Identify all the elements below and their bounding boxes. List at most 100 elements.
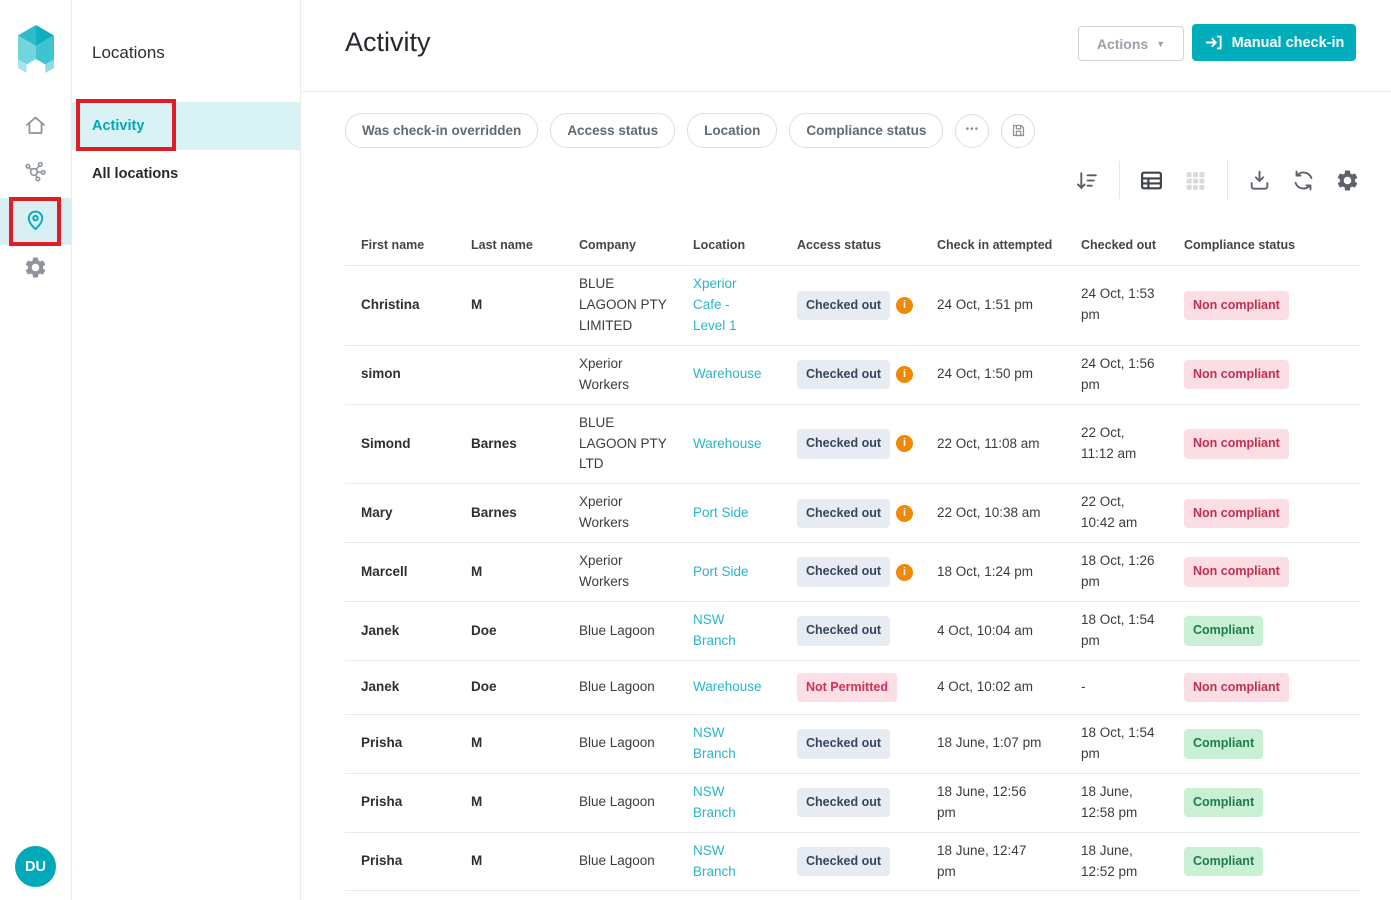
table-row[interactable]: Marcell M Xperior Workers Port Side Chec… — [345, 543, 1360, 603]
user-avatar[interactable]: DU — [15, 846, 56, 887]
location-link[interactable]: Warehouse — [693, 366, 762, 382]
cell-checked-out: 24 Oct, 1:53 pm — [1081, 286, 1155, 323]
cell-last-name: Barnes — [471, 504, 517, 520]
table-row[interactable]: Janek Doe Blue Lagoon Warehouse Not Perm… — [345, 661, 1360, 715]
cell-access-status: Checked out i — [797, 429, 937, 459]
cell-first-name: Prisha — [361, 853, 403, 869]
sidebar-item-label: All locations — [92, 166, 179, 182]
access-status-badge: Checked out — [797, 787, 891, 818]
cell-check-in-attempted: 18 June, 1:07 pm — [937, 735, 1042, 751]
info-icon[interactable]: i — [896, 563, 914, 581]
rail-item-locations[interactable] — [0, 198, 71, 245]
cell-company: Xperior Workers — [579, 494, 630, 531]
filter-chip-compliance-status[interactable]: Compliance status — [789, 113, 944, 148]
column-header[interactable]: Company — [579, 238, 636, 252]
cell-location: Port Side — [693, 503, 797, 524]
cell-company: Blue Lagoon — [579, 678, 655, 694]
refresh-icon[interactable] — [1291, 168, 1316, 193]
cell-compliance-status: Non compliant — [1184, 429, 1360, 459]
info-icon[interactable]: i — [896, 296, 914, 314]
divider — [1227, 161, 1228, 199]
cell-access-status: Checked out — [797, 846, 937, 877]
table-toolbar — [1073, 160, 1360, 200]
table-view-icon[interactable] — [1139, 168, 1164, 193]
cell-location: NSW Branch — [693, 841, 797, 883]
location-link[interactable]: NSW Branch — [693, 612, 736, 648]
location-link[interactable]: NSW Branch — [693, 724, 736, 761]
sidebar-item-activity[interactable]: Activity — [71, 102, 300, 150]
compliance-status-badge: Compliant — [1184, 846, 1264, 877]
cell-last-name: M — [471, 794, 483, 810]
download-icon[interactable] — [1247, 168, 1272, 193]
location-link[interactable]: Warehouse — [693, 435, 762, 451]
manual-check-in-button[interactable]: Manual check-in — [1192, 24, 1356, 61]
settings-icon[interactable] — [1335, 168, 1360, 193]
location-link[interactable]: NSW Branch — [693, 842, 736, 879]
filter-chip-access-status[interactable]: Access status — [550, 113, 676, 148]
column-header[interactable]: Checked out — [1081, 238, 1157, 252]
cell-access-status: Checked out — [797, 729, 937, 759]
rail-item-settings[interactable] — [0, 246, 71, 293]
access-status-badge: Checked out — [797, 729, 891, 759]
brand-logo[interactable] — [17, 24, 55, 74]
activity-table: First name Last name Company Location Access… — [345, 225, 1360, 892]
location-link[interactable]: Port Side — [693, 504, 749, 520]
compliance-status-badge: Non compliant — [1184, 290, 1289, 321]
cell-last-name: Doe — [471, 622, 497, 638]
info-icon[interactable]: i — [896, 504, 914, 522]
grid-view-icon[interactable] — [1183, 168, 1208, 193]
cell-checked-out: 22 Oct, 10:42 am — [1081, 494, 1138, 531]
sidebar-item-all-locations[interactable]: All locations — [71, 150, 300, 198]
table-row[interactable]: Prisha M Blue Lagoon NSW Branch Checked … — [345, 774, 1360, 833]
table-row[interactable]: Mary Barnes Xperior Workers Port Side Ch… — [345, 484, 1360, 544]
divider — [1119, 161, 1120, 199]
access-status-badge: Checked out — [797, 557, 891, 587]
sort-descending-icon[interactable] — [1073, 167, 1100, 194]
table-row[interactable]: Simond Barnes BLUE LAGOON PTY LTD Wareho… — [345, 405, 1360, 485]
rail-item-home[interactable] — [0, 104, 71, 151]
actions-button[interactable]: Actions ▼ — [1078, 26, 1184, 61]
table-row[interactable]: Prisha M Blue Lagoon NSW Branch Checked … — [345, 833, 1360, 892]
rail-item-integrations[interactable] — [0, 150, 71, 197]
cell-location: Warehouse — [693, 677, 797, 698]
info-icon[interactable]: i — [896, 435, 914, 453]
filter-chip-location[interactable]: Location — [687, 113, 778, 148]
filter-bar: Was check-in overridden Access status Lo… — [345, 113, 1036, 148]
filter-chip-overridden[interactable]: Was check-in overridden — [345, 113, 539, 148]
more-filters-button[interactable]: ••• — [955, 113, 990, 148]
cell-company: BLUE LAGOON PTY LTD — [579, 414, 667, 472]
column-header[interactable]: Check in attempted — [937, 238, 1053, 252]
column-header[interactable]: Access status — [797, 238, 882, 252]
info-icon[interactable]: i — [896, 366, 914, 384]
column-header[interactable]: Last name — [471, 238, 533, 252]
page-header: Activity Actions ▼ Manual check-in — [300, 0, 1391, 92]
cell-checked-out: 18 Oct, 1:26 pm — [1081, 553, 1155, 590]
save-view-button[interactable] — [1001, 113, 1036, 148]
cell-access-status: Checked out i — [797, 557, 937, 587]
cell-first-name: Prisha — [361, 794, 403, 810]
compliance-status-badge: Non compliant — [1184, 557, 1289, 587]
location-link[interactable]: Port Side — [693, 563, 749, 579]
cell-last-name: M — [471, 563, 483, 579]
cell-last-name: Doe — [471, 678, 497, 694]
table-row[interactable]: Christina M BLUE LAGOON PTY LIMITED Xper… — [345, 266, 1360, 346]
table-row[interactable]: simon Xperior Workers Warehouse Checked … — [345, 346, 1360, 405]
location-link[interactable]: Warehouse — [693, 678, 762, 694]
location-link[interactable]: Xperior Cafe - Level 1 — [693, 276, 737, 333]
cell-checked-out: 22 Oct, 11:12 am — [1081, 425, 1137, 461]
cell-company: Blue Lagoon — [579, 622, 655, 638]
column-header[interactable]: Compliance status — [1184, 238, 1296, 252]
compliance-status-badge: Non compliant — [1184, 360, 1289, 390]
location-link[interactable]: NSW Branch — [693, 783, 736, 820]
cell-checked-out: 18 Oct, 1:54 pm — [1081, 612, 1155, 648]
column-header[interactable]: Location — [693, 238, 746, 252]
save-icon — [1010, 122, 1027, 139]
cell-check-in-attempted: 4 Oct, 10:02 am — [937, 678, 1034, 694]
column-header[interactable]: First name — [361, 238, 425, 252]
table-row[interactable]: Prisha M Blue Lagoon NSW Branch Checked … — [345, 715, 1360, 774]
cell-checked-out: 18 June, 12:52 pm — [1081, 842, 1138, 879]
cell-last-name: M — [471, 853, 483, 869]
table-row[interactable]: Janek Doe Blue Lagoon NSW Branch Checked… — [345, 602, 1360, 661]
cell-location: NSW Branch — [693, 723, 797, 765]
cell-company: Blue Lagoon — [579, 794, 655, 810]
